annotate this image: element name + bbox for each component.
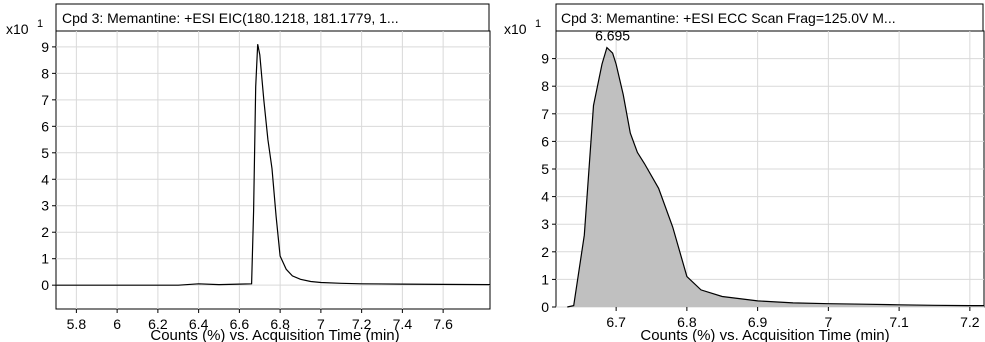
y-tick-label: 7 bbox=[41, 92, 49, 108]
left-y-multiplier: x10 bbox=[6, 21, 29, 37]
left-x-axis: 5.8 6 6.2 6.4 6.6 6.8 7 7.2 7.4 7.6 bbox=[67, 309, 453, 332]
left-plot-area bbox=[55, 30, 491, 310]
y-tick-label: 9 bbox=[41, 39, 49, 55]
y-tick-label: 3 bbox=[541, 216, 549, 232]
right-chart-panel: Cpd 3: Memantine: +ESI ECC Scan Frag=125… bbox=[504, 3, 985, 342]
y-tick-label: 6 bbox=[541, 133, 549, 149]
y-tick-label: 8 bbox=[541, 78, 549, 94]
y-tick-label: 5 bbox=[541, 161, 549, 177]
left-title-box bbox=[55, 3, 490, 32]
area-fill bbox=[567, 47, 984, 307]
y-tick-label: 0 bbox=[41, 277, 49, 293]
peak-annotation: 6.695 bbox=[595, 28, 630, 44]
right-chart-title: Cpd 3: Memantine: +ESI ECC Scan Frag=125… bbox=[561, 10, 896, 26]
y-tick-label: 3 bbox=[41, 198, 49, 214]
left-series-group bbox=[56, 44, 491, 286]
y-tick-label: 1 bbox=[41, 251, 49, 267]
y-tick-label: 0 bbox=[541, 299, 549, 315]
left-grid bbox=[56, 31, 490, 309]
x-tick-label: 7 bbox=[824, 314, 832, 330]
right-y-multiplier: x10 bbox=[504, 21, 527, 37]
y-tick-label: 4 bbox=[41, 171, 49, 187]
x-tick-label: 6.8 bbox=[270, 316, 290, 332]
series-line bbox=[567, 46, 984, 308]
left-chart-title: Cpd 3: Memantine: +ESI EIC(180.1218, 181… bbox=[62, 10, 399, 26]
y-tick-label: 9 bbox=[541, 51, 549, 67]
right-x-axis: 6.7 6.8 6.9 7 7.1 7.2 bbox=[606, 307, 980, 330]
left-y-axis: 0 1 2 3 4 5 6 7 8 9 bbox=[41, 39, 56, 293]
x-tick-label: 5.8 bbox=[67, 316, 87, 332]
right-x-axis-label: Counts (%) vs. Acquisition Time (min) bbox=[640, 327, 889, 342]
x-tick-label: 7.2 bbox=[960, 314, 980, 330]
y-tick-label: 8 bbox=[41, 65, 49, 81]
right-area-group bbox=[567, 46, 984, 308]
right-annotations: 6.695 bbox=[595, 28, 630, 44]
right-y-axis: 0 1 2 3 4 5 6 7 8 9 bbox=[541, 51, 556, 315]
x-tick-label: 7.6 bbox=[433, 316, 453, 332]
x-tick-label: 6.2 bbox=[148, 316, 168, 332]
y-tick-label: 6 bbox=[41, 118, 49, 134]
y-tick-label: 4 bbox=[541, 189, 549, 205]
x-tick-label: 7.4 bbox=[393, 316, 413, 332]
x-tick-label: 6.4 bbox=[189, 316, 209, 332]
x-tick-label: 6.8 bbox=[677, 314, 697, 330]
y-tick-label: 5 bbox=[41, 145, 49, 161]
x-tick-label: 7 bbox=[317, 316, 325, 332]
x-tick-label: 7.2 bbox=[352, 316, 372, 332]
x-tick-label: 6.7 bbox=[606, 314, 626, 330]
x-tick-label: 6.9 bbox=[748, 314, 768, 330]
x-tick-label: 6.6 bbox=[230, 316, 250, 332]
y-tick-label: 2 bbox=[41, 224, 49, 240]
y-tick-label: 1 bbox=[541, 271, 549, 287]
right-y-multiplier-exponent: 1 bbox=[535, 18, 541, 30]
x-tick-label: 6 bbox=[113, 316, 121, 332]
left-chart-panel: Cpd 3: Memantine: +ESI EIC(180.1218, 181… bbox=[6, 3, 491, 342]
left-x-axis-label: Counts (%) vs. Acquisition Time (min) bbox=[150, 327, 399, 342]
x-tick-label: 7.1 bbox=[889, 314, 909, 330]
series-line bbox=[56, 44, 491, 286]
y-tick-label: 2 bbox=[541, 244, 549, 260]
y-tick-label: 7 bbox=[541, 106, 549, 122]
right-title-box bbox=[555, 3, 984, 32]
left-y-multiplier-exponent: 1 bbox=[37, 18, 43, 30]
